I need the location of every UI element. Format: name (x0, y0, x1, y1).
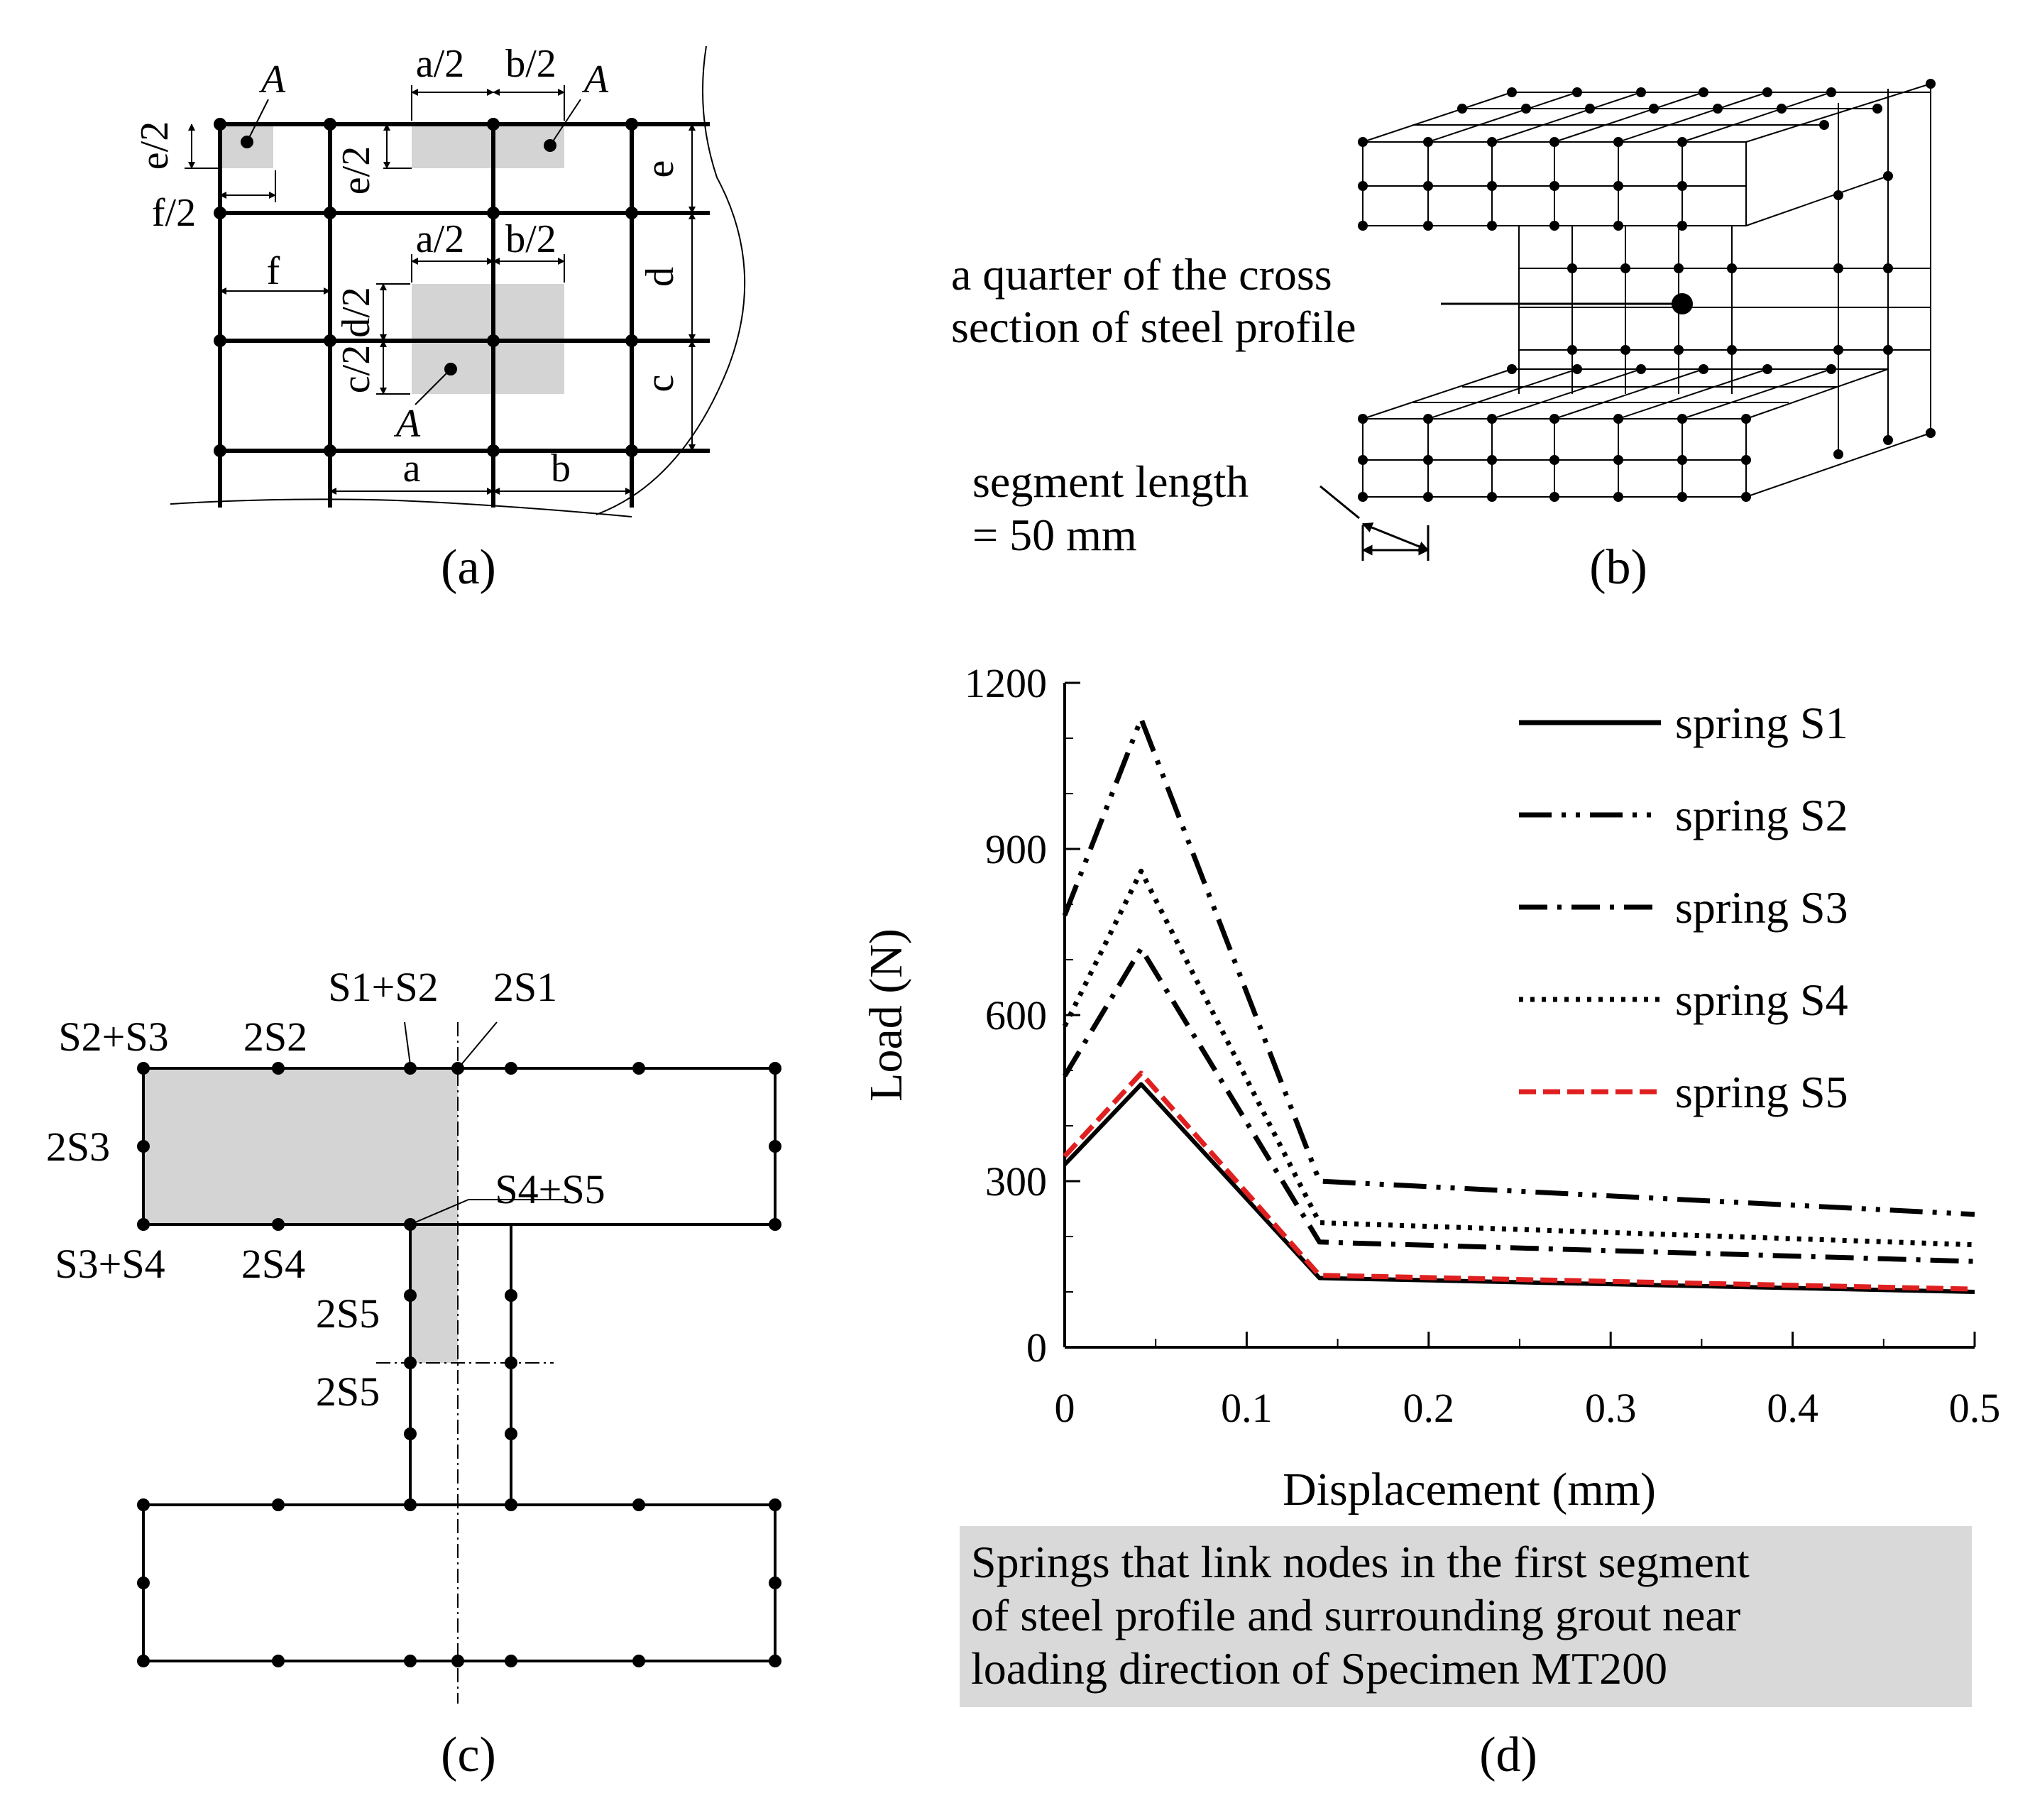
x-tick-label: 0.5 (1949, 1385, 2001, 1431)
area-label-a-interior: A (393, 402, 421, 446)
dim-label-b-half-top: b/2 (505, 42, 556, 86)
dim-label-f-half: f/2 (152, 191, 196, 235)
segment-length-line1: segment length (972, 456, 1249, 507)
dim-label-a-half-mid: a/2 (416, 217, 464, 261)
label-2s1: 2S1 (493, 964, 557, 1010)
break-line-bottom (170, 498, 632, 517)
label-leaders-c (404, 1021, 568, 1225)
dim-label-a: a (403, 446, 421, 490)
label-2s5-lower: 2S5 (316, 1369, 380, 1415)
caption-c: (c) (441, 1728, 496, 1782)
series-line-spring-s5 (1063, 1070, 1975, 1292)
legend-label: spring S2 (1675, 790, 1848, 840)
dim-label-f: f (267, 249, 280, 293)
panel-b: a quarter of the cross section of steel … (951, 79, 1936, 595)
legend: spring S1 spring S2 spring S3 spring S4 spri… (1519, 698, 1848, 1117)
note-line2: of steel profile and surrounding grout n… (971, 1590, 1740, 1640)
dim-label-c: c (638, 375, 682, 393)
mesh-nodes-a (214, 118, 638, 457)
dim-label-c-half: c/2 (334, 345, 378, 393)
note-line3: loading direction of Specimen MT200 (971, 1643, 1667, 1694)
caption-d: (d) (1479, 1728, 1537, 1782)
label-2s4: 2S4 (241, 1241, 305, 1287)
dim-label-b-half-mid: b/2 (505, 217, 556, 261)
series-layer (1062, 716, 1975, 1294)
y-tick-label: 900 (985, 826, 1047, 872)
dim-label-d: d (638, 267, 682, 287)
shaded-web-quarter (410, 1224, 458, 1363)
label-s1-s2: S1+S2 (328, 964, 438, 1010)
segment-length-dimension (1320, 485, 1430, 561)
dim-label-d-half: d/2 (334, 287, 378, 338)
x-tick-labels: 0 0.1 0.2 0.3 0.4 0.5 (1055, 1385, 2001, 1431)
legend-label: spring S5 (1675, 1067, 1848, 1117)
panel-d: 0 0.1 0.2 0.3 0.4 0.5 0 300 600 900 1200 Displace… (860, 660, 2000, 1782)
area-label-a-corner: A (258, 57, 286, 102)
panel-a: e/2 f/2 a/2 b/2 e/2 e f a/2 b/2 d/2 d c/… (133, 42, 746, 595)
dim-label-e-half-inner: e/2 (334, 146, 378, 194)
break-line-right (596, 45, 746, 515)
plot-area: 0 0.1 0.2 0.3 0.4 0.5 0 300 600 900 1200 (965, 660, 2000, 1431)
annotation-quarter-line2: section of steel profile (951, 302, 1356, 352)
label-2s5-upper: 2S5 (316, 1290, 380, 1337)
x-axis-title: Displacement (mm) (1283, 1464, 1656, 1515)
legend-label: spring S3 (1675, 882, 1848, 933)
legend-label: spring S1 (1675, 698, 1848, 748)
caption-b: (b) (1589, 540, 1647, 595)
dim-label-e: e (638, 160, 682, 178)
dim-label-a-half-top: a/2 (416, 42, 464, 86)
dim-label-e-half-left: e/2 (133, 121, 177, 170)
label-s2-s3: S2+S3 (58, 1014, 168, 1060)
x-tick-label: 0 (1055, 1385, 1075, 1431)
y-tick-label: 0 (1026, 1325, 1047, 1371)
note-line1: Springs that link nodes in the first seg… (971, 1537, 1750, 1587)
y-tick-label: 300 (985, 1158, 1047, 1205)
y-axis-title: Load (N) (860, 928, 912, 1102)
legend-label: spring S4 (1675, 975, 1848, 1025)
dim-label-b: b (551, 446, 571, 490)
mesh-3d (1362, 83, 1931, 498)
y-tick-labels: 0 300 600 900 1200 (965, 660, 1047, 1371)
caption-a: (a) (441, 540, 496, 595)
label-2s2: 2S2 (243, 1014, 307, 1060)
dimension-lines-a (185, 85, 696, 495)
mesh-3d-nodes (1358, 79, 1936, 502)
x-tick-label: 0.3 (1585, 1385, 1637, 1431)
series-line-spring-s1 (1063, 1082, 1975, 1294)
tributary-area-top (412, 122, 564, 168)
annotation-quarter-line1: a quarter of the cross (951, 249, 1332, 300)
segment-length-line2: = 50 mm (972, 510, 1137, 560)
y-tick-label: 1200 (965, 660, 1047, 706)
x-tick-label: 0.2 (1403, 1385, 1455, 1431)
note-box (960, 1526, 1972, 1707)
label-s3-s4: S3+S4 (55, 1241, 165, 1287)
label-s4-s5: S4+S5 (495, 1166, 605, 1212)
y-tick-label: 600 (985, 992, 1047, 1038)
x-tick-label: 0.1 (1221, 1385, 1273, 1431)
x-tick-label: 0.4 (1767, 1385, 1818, 1431)
panel-c: S2+S3 2S2 S1+S2 2S1 2S3 S4+S5 S3+S4 2S4 … (46, 964, 781, 1782)
shaded-flange-quarter (143, 1068, 458, 1224)
series-line-spring-s3 (1062, 945, 1975, 1264)
area-label-a-top: A (581, 57, 609, 102)
label-2s3: 2S3 (46, 1124, 110, 1170)
